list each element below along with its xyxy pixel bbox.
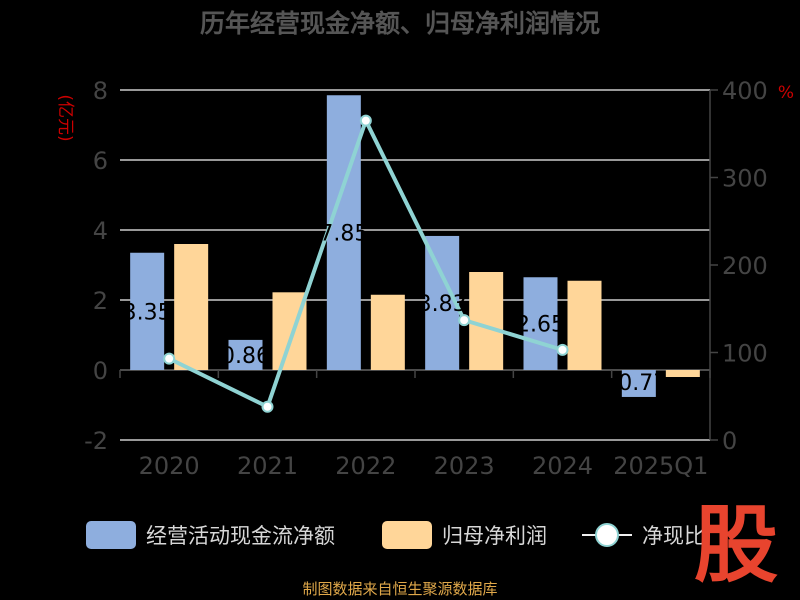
y-left-tick-label: 0 [93,357,108,385]
x-tick-label: 2025Q1 [613,452,708,480]
ratio-point [556,343,569,356]
ratio-point [359,114,372,127]
bar-data-label: 0.86 [221,344,270,369]
logo-icon: 股 [693,496,778,594]
bar-cashflow [523,277,558,370]
ratio-point [458,314,471,327]
y-left-axis-title: (亿元) [55,94,75,141]
ratio-point [163,352,176,365]
bar-data-label: 2.65 [516,313,565,338]
y-left-tick-label: 6 [93,147,108,175]
x-tick-label: 2023 [434,452,495,480]
legend-label-ratio: 净现比 [642,524,705,548]
x-tick-label: 2021 [237,452,298,480]
y-right-tick-label: 0 [722,427,737,455]
bar-net-profit [567,280,602,370]
bar-data-label: 3.35 [123,300,172,325]
bar-net-profit [174,244,209,370]
legend-swatch-cashflow [86,521,136,549]
legend-label-cashflow: 经营活动现金流净额 [146,524,335,548]
legend-item-net-profit[interactable]: 归母净利润 [382,520,547,550]
bar-data-label: -0.77 [610,371,667,396]
chart-title: 历年经营现金净额、归母净利润情况 [200,9,600,38]
bar-net-profit [370,294,405,370]
y-left-tick-label: 4 [93,217,108,245]
y-right-tick-label: 100 [722,340,768,368]
ratio-point [261,400,274,413]
y-left-tick-label: -2 [84,427,108,455]
x-tick-label: 2022 [335,452,396,480]
bar-cashflow [326,95,361,370]
legend-label-net-profit: 归母净利润 [442,524,547,548]
bar-net-profit [665,370,700,377]
bar-cashflow [621,370,656,397]
legend-line-marker-icon [582,521,632,549]
bar-cashflow [130,252,165,370]
y-right-tick-label: 300 [722,165,768,193]
legend-swatch-net-profit [382,521,432,549]
x-tick-label: 2020 [139,452,200,480]
y-right-axis-title: % [778,83,794,103]
bar-net-profit [469,272,504,370]
bar-cashflow [228,339,263,370]
bar-data-label: 3.83 [418,292,467,317]
y-left-tick-label: 2 [93,287,108,315]
x-tick-label: 2024 [532,452,593,480]
y-left-tick-label: 8 [93,77,108,105]
y-right-tick-label: 400 [722,77,768,105]
legend-item-ratio[interactable]: 净现比 [582,520,705,550]
legend-item-cashflow[interactable]: 经营活动现金流净额 [86,520,335,550]
bar-data-label: 7.85 [319,222,368,247]
y-right-tick-label: 200 [722,252,768,280]
legend: 经营活动现金流净额 归母净利润 净现比 [0,514,800,558]
source-note: 制图数据来自恒生聚源数据库 [302,580,498,598]
